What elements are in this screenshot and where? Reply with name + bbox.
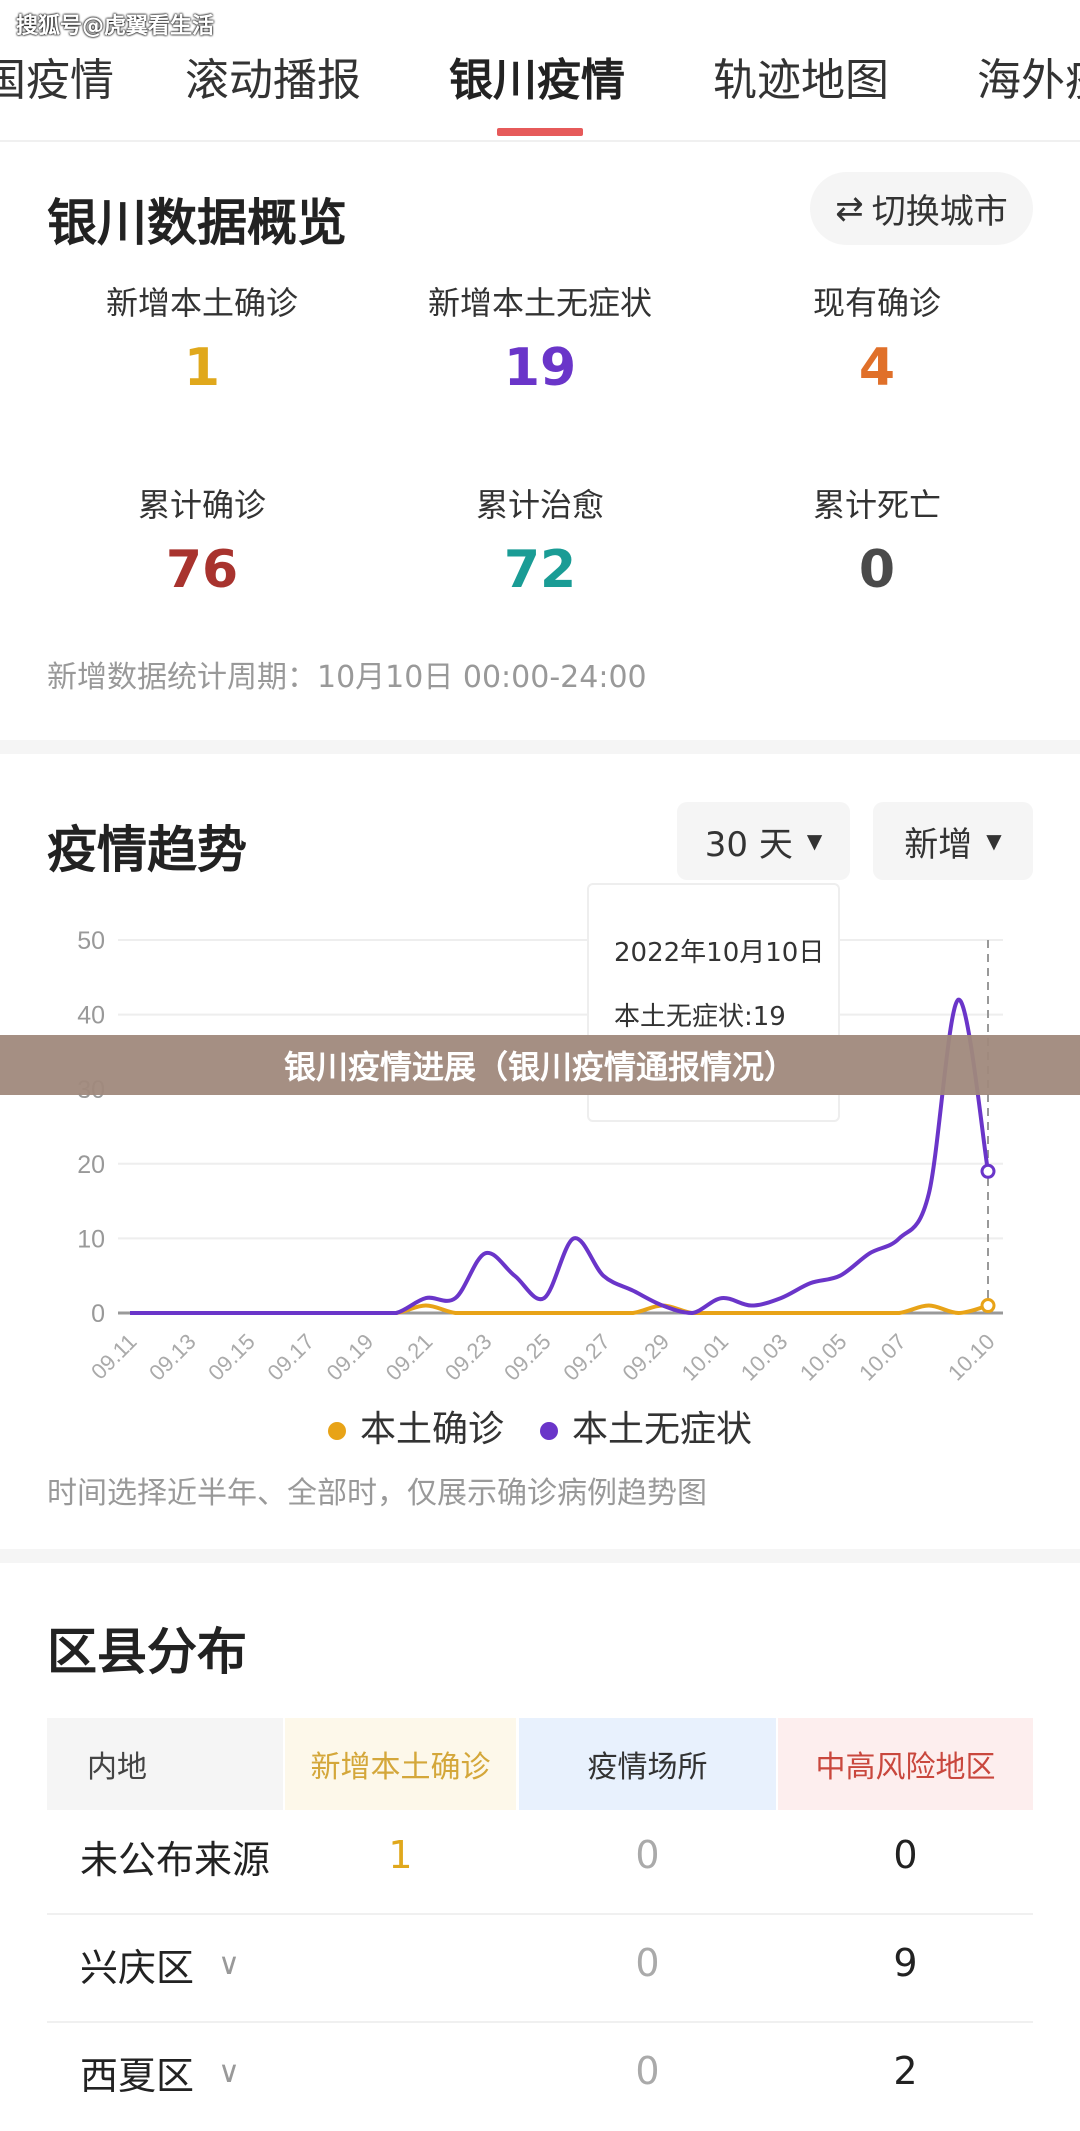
y-tick-label: 0 — [91, 1300, 105, 1328]
table-row[interactable]: 西夏区 ∨ — [80, 2045, 240, 2100]
switch-city-label: 切换城市 — [871, 192, 1008, 232]
tooltip-date: 2022年10月10日 — [614, 938, 825, 968]
stat-label: 现有确诊 — [812, 284, 941, 322]
stat-value: 76 — [165, 540, 239, 600]
legend-confirmed[interactable]: 本土确诊 — [327, 1400, 504, 1452]
legend-dot-icon — [540, 1422, 558, 1440]
stat-label: 累计治愈 — [475, 486, 604, 524]
stat-label: 新增本土无症状 — [427, 284, 652, 322]
stat-label: 累计确诊 — [137, 486, 266, 524]
cell-risk: 0 — [893, 1833, 918, 1877]
legend-dot-icon — [327, 1422, 346, 1440]
x-tick-label: 09.21 — [381, 1329, 438, 1386]
x-tick-label: 10.03 — [736, 1329, 793, 1386]
stat-item: 新增本土无症状 19 — [370, 278, 710, 398]
chart-legend: 本土确诊 本土无症状 — [0, 1400, 1080, 1452]
data-point — [980, 1163, 996, 1179]
stat-value: 0 — [858, 540, 896, 600]
stat-item: 累计死亡 0 — [707, 480, 1047, 600]
stat-label: 累计死亡 — [812, 486, 941, 524]
y-tick-label: 50 — [77, 927, 105, 955]
x-tick-label: 10.07 — [854, 1329, 911, 1386]
x-tick-label: 09.29 — [617, 1329, 674, 1386]
swap-arrows-icon: ⇄ — [835, 188, 864, 229]
district-name: 兴庆区 — [80, 1946, 195, 1990]
series-line-asymptomatic — [129, 997, 990, 1316]
table-header: 疫情场所 — [519, 1718, 776, 1810]
chevron-down-icon[interactable]: ∨ — [218, 1947, 240, 1982]
x-tick-label: 09.25 — [499, 1329, 556, 1386]
watermark: 搜狐号@虎翼看生活 — [16, 14, 215, 39]
district-name: 西夏区 — [80, 2054, 195, 2098]
x-tick-label: 09.19 — [322, 1329, 379, 1386]
x-tick-label: 10.10 — [943, 1329, 1000, 1386]
table-header: 内地 — [47, 1718, 283, 1810]
type-value: 新增 — [904, 824, 973, 865]
tooltip-value: 本土无症状:19 — [614, 1002, 786, 1032]
x-tick-label: 09.13 — [144, 1329, 201, 1386]
stat-value: 19 — [503, 338, 577, 398]
trend-chart[interactable]: 0102030405009.1109.1309.1509.1709.1909.2… — [0, 880, 1080, 1400]
range-dropdown[interactable]: 30 天 ▼ — [677, 802, 850, 880]
caret-down-icon: ▼ — [806, 829, 823, 853]
section-separator — [0, 1549, 1080, 1563]
cell-new: 1 — [388, 1833, 413, 1877]
tab-national[interactable]: 国疫情 — [0, 55, 114, 106]
stat-value: 72 — [503, 540, 577, 600]
stat-label: 新增本土确诊 — [105, 284, 298, 322]
x-tick-label: 09.11 — [86, 1329, 141, 1384]
row-divider — [47, 2021, 1033, 2023]
x-tick-label: 10.05 — [795, 1329, 852, 1386]
x-tick-label: 09.23 — [440, 1329, 497, 1386]
article-title-banner: 银川疫情进展（银川疫情通报情况） — [0, 1035, 1080, 1095]
cell-risk: 2 — [893, 2049, 918, 2093]
range-value: 30 天 — [704, 824, 793, 865]
cell-places: 0 — [635, 2049, 660, 2093]
chevron-down-icon[interactable]: ∨ — [218, 2055, 240, 2090]
period-note: 新增数据统计周期：10月10日 00:00-24:00 — [47, 660, 647, 695]
data-point — [980, 1298, 996, 1314]
overview-title: 银川数据概览 — [47, 194, 347, 252]
table-row[interactable]: 兴庆区 ∨ — [80, 1937, 240, 1992]
x-tick-label: 09.27 — [558, 1329, 615, 1386]
district-name: 未公布来源 — [80, 1838, 271, 1882]
y-tick-label: 20 — [77, 1151, 105, 1179]
cell-places: 0 — [635, 1941, 660, 1985]
y-tick-label: 40 — [77, 1002, 105, 1030]
stat-item: 累计治愈 72 — [370, 480, 710, 600]
legend-asymptomatic[interactable]: 本土无症状 — [540, 1400, 752, 1452]
table-header: 中高风险地区 — [778, 1718, 1033, 1810]
x-tick-label: 09.17 — [262, 1329, 319, 1386]
tab-rolling-news[interactable]: 滚动播报 — [185, 55, 361, 106]
stat-item: 现有确诊 4 — [707, 278, 1047, 398]
row-divider — [47, 1913, 1033, 1915]
y-tick-label: 10 — [77, 1225, 105, 1253]
x-tick-label: 09.15 — [203, 1329, 260, 1386]
x-tick-label: 10.01 — [677, 1329, 734, 1386]
stat-item: 累计确诊 76 — [32, 480, 372, 600]
tab-overseas[interactable]: 海外疫 — [977, 55, 1080, 106]
stat-value: 1 — [183, 338, 221, 398]
section-separator — [0, 740, 1080, 754]
switch-city-button[interactable]: ⇄ 切换城市 — [810, 172, 1033, 245]
tab-track-map[interactable]: 轨迹地图 — [713, 55, 889, 106]
table-row: 未公布来源 — [80, 1829, 270, 1884]
divider — [0, 140, 1080, 142]
stat-value: 4 — [858, 338, 896, 398]
tab-yinchuan[interactable]: 银川疫情 — [449, 55, 625, 106]
table-header: 新增本土确诊 — [285, 1718, 516, 1810]
trend-title: 疫情趋势 — [47, 821, 247, 879]
trend-note: 时间选择近半年、全部时，仅展示确诊病例趋势图 — [47, 1476, 707, 1511]
type-dropdown[interactable]: 新增 ▼ — [873, 802, 1033, 880]
district-title: 区县分布 — [47, 1623, 247, 1681]
stat-item: 新增本土确诊 1 — [32, 278, 372, 398]
active-tab-indicator — [497, 128, 583, 136]
cell-risk: 9 — [893, 1941, 918, 1985]
caret-down-icon: ▼ — [986, 829, 1002, 853]
cell-places: 0 — [635, 1833, 660, 1877]
